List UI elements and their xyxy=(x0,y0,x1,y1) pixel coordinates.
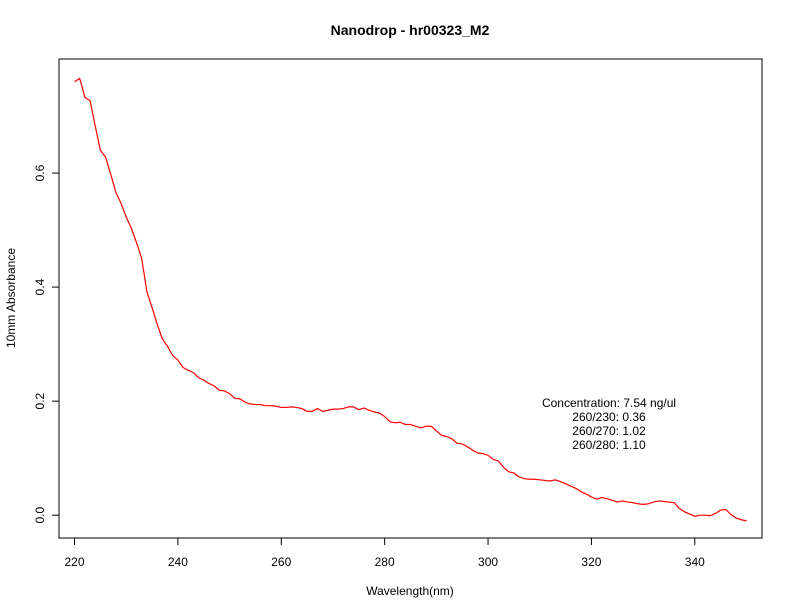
x-tick-label: 240 xyxy=(168,555,188,569)
x-tick-label: 280 xyxy=(375,555,395,569)
x-axis-label: Wavelength(nm) xyxy=(366,584,454,598)
y-tick-label: 0.4 xyxy=(33,278,47,295)
y-axis-label: 10mm Absorbance xyxy=(4,248,18,348)
chart-title: Nanodrop - hr00323_M2 xyxy=(331,22,490,38)
annotation-line: 260/230: 0.36 xyxy=(572,410,646,424)
annotation-line: Concentration: 7.54 ng/ul xyxy=(542,396,676,410)
x-tick-label: 220 xyxy=(64,555,84,569)
x-tick-label: 300 xyxy=(478,555,498,569)
x-axis: 220 240 260 280 300 320 340 xyxy=(64,537,705,569)
y-tick-label: 0.6 xyxy=(33,164,47,181)
x-tick-label: 320 xyxy=(581,555,601,569)
annotation-line: 260/280: 1.10 xyxy=(572,438,646,452)
y-tick-label: 0.0 xyxy=(33,507,47,524)
y-axis: 0.0 0.2 0.4 0.6 xyxy=(33,164,60,524)
x-tick-label: 340 xyxy=(685,555,705,569)
absorbance-series-line xyxy=(74,77,747,522)
y-tick-label: 0.2 xyxy=(33,392,47,409)
x-tick-label: 260 xyxy=(271,555,291,569)
annotation-line: 260/270: 1.02 xyxy=(572,424,646,438)
